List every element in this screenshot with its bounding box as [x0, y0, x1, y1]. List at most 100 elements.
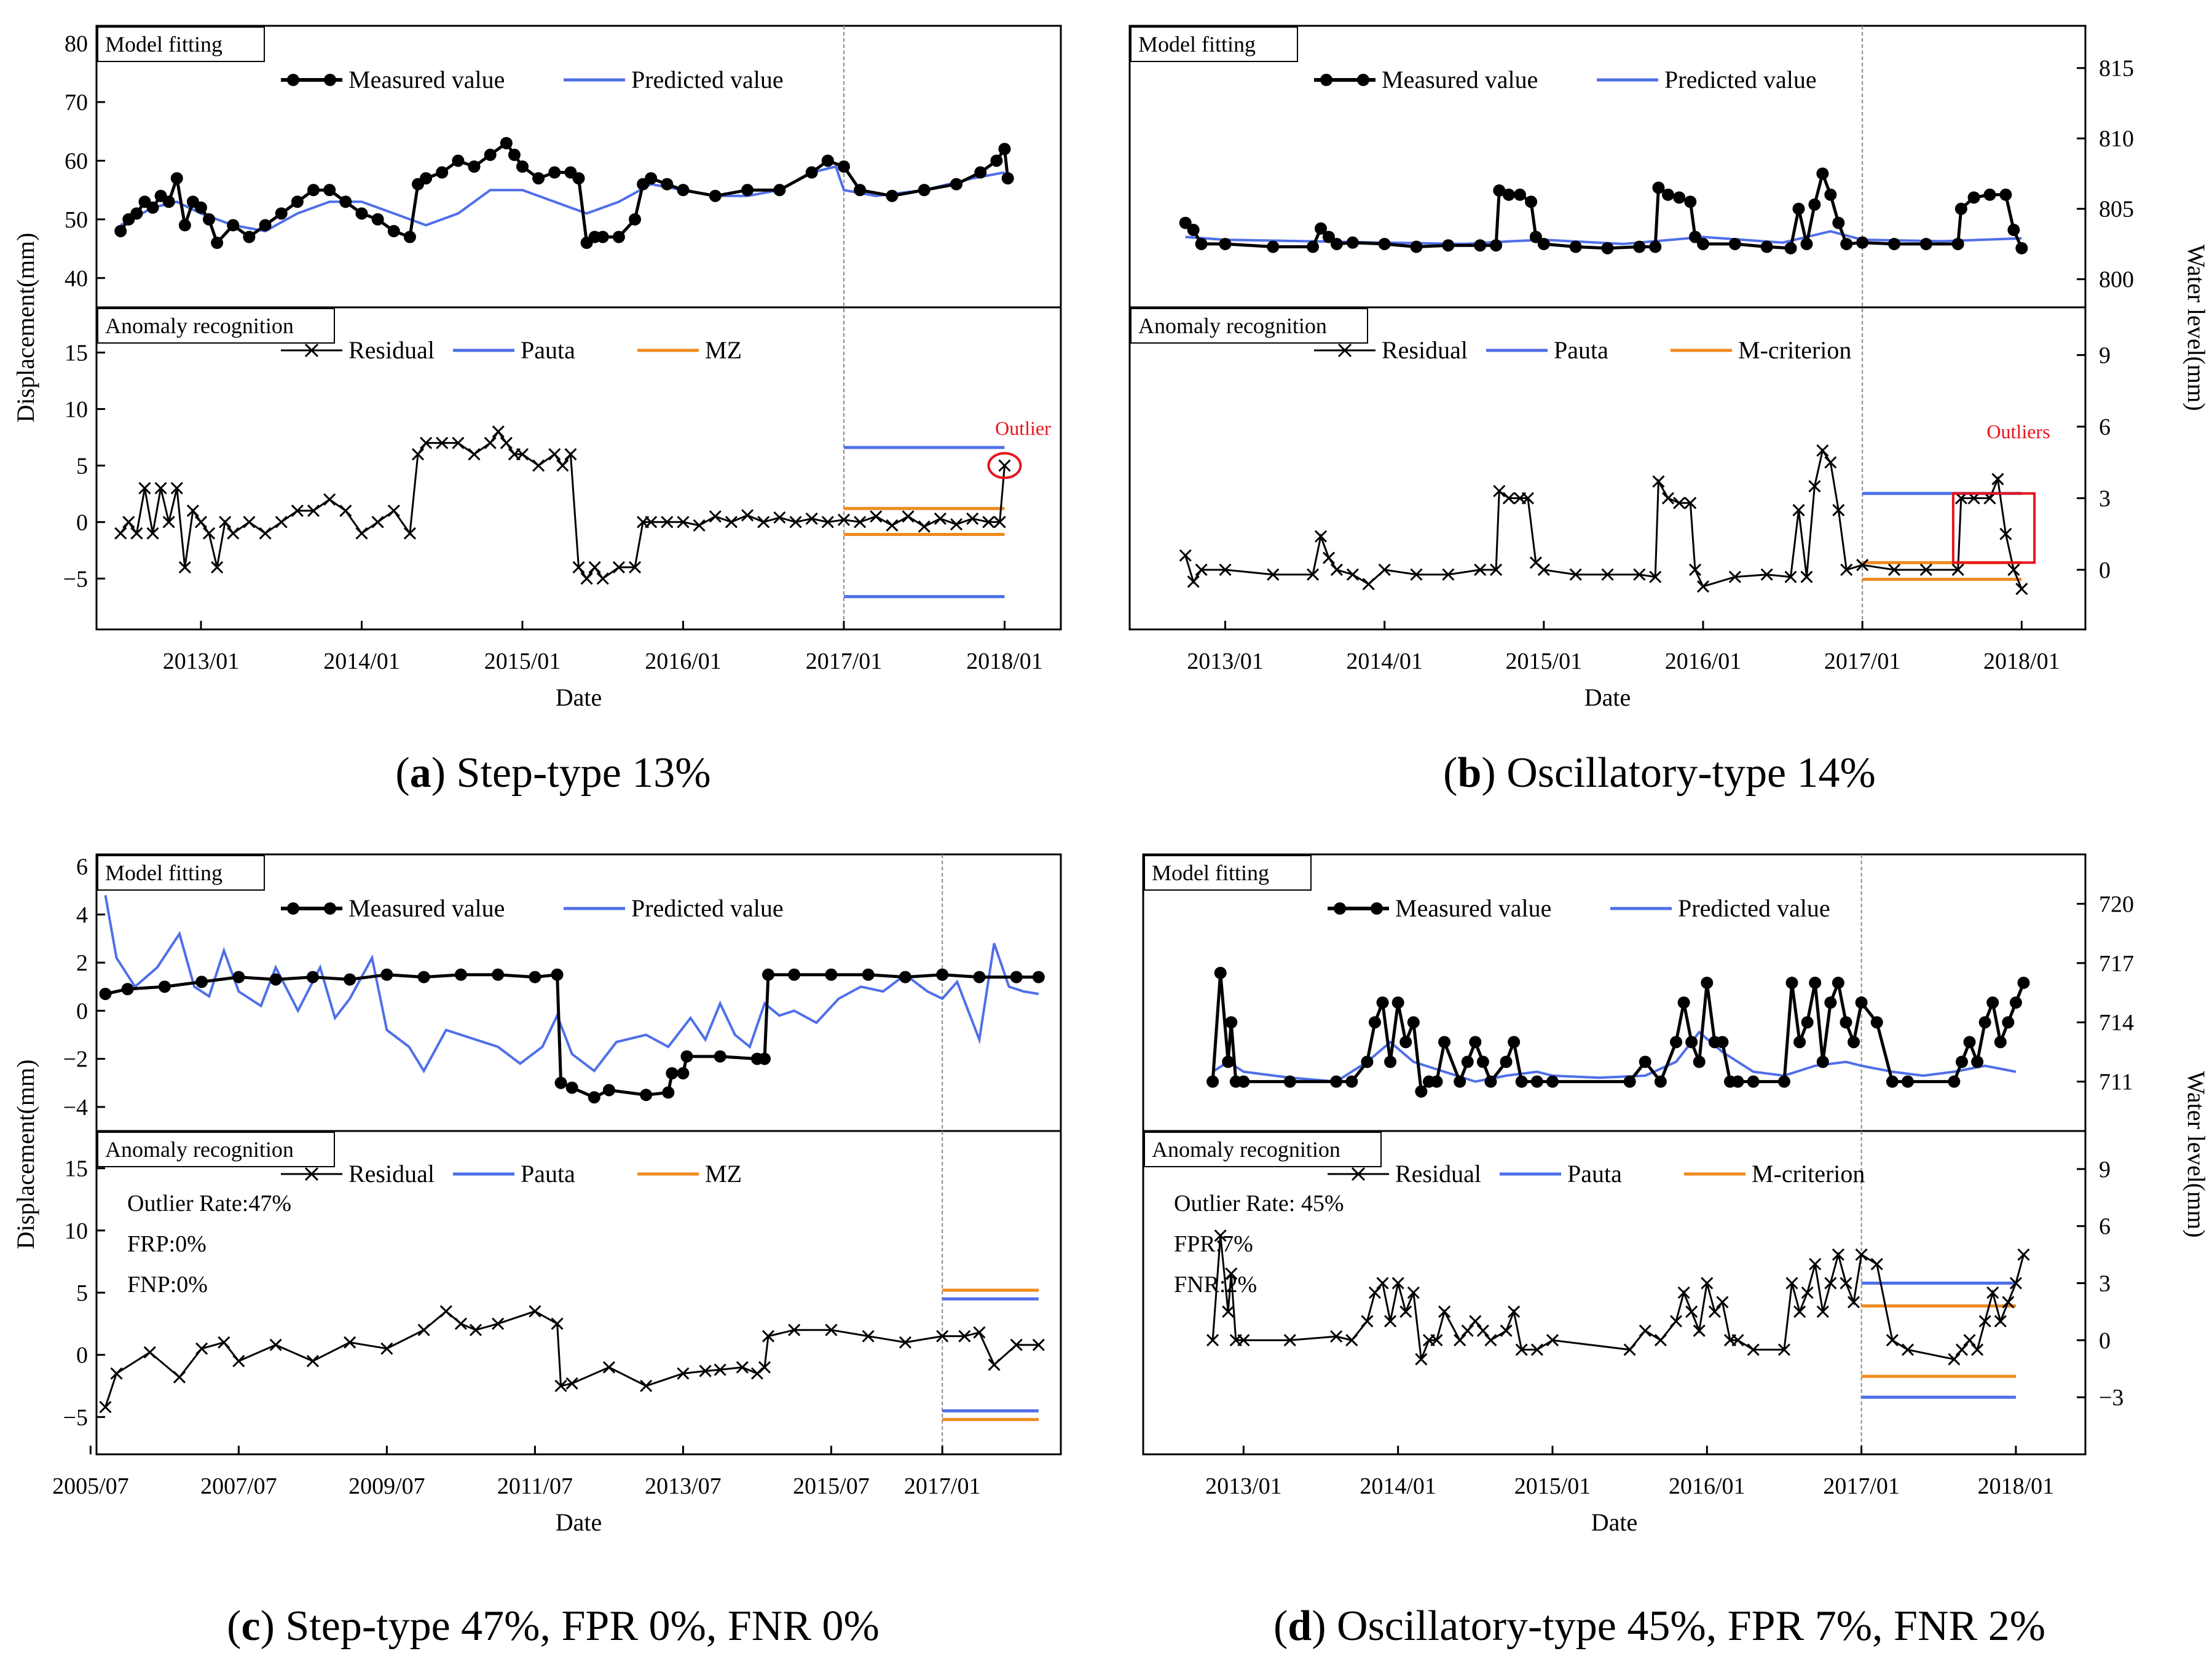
- panel-d-residual-point: [1809, 1258, 1822, 1271]
- panel-c-bottom-y-tick-label: 5: [76, 1280, 88, 1306]
- panel-b-residual-point: [1569, 568, 1582, 581]
- panel-a-residual-point: [805, 512, 818, 525]
- panel-b-residual-point: [1378, 563, 1391, 577]
- panel-b-measured-point: [1179, 216, 1192, 229]
- panel-b-top-label-box: [1130, 26, 1298, 62]
- panel-a-measured-point: [307, 184, 320, 197]
- panel-c-x-tick-label: 2007/07: [200, 1473, 277, 1499]
- panel-d-measured-point: [1777, 1075, 1790, 1088]
- panel-d-residual-point: [1840, 1277, 1852, 1290]
- panel-b-top-y-tick-label: 800: [2099, 267, 2134, 293]
- panel-c-bottom-y-tick-label: 10: [65, 1218, 88, 1244]
- panel-c-x-tick-label: 2017/01: [904, 1473, 981, 1499]
- panel-a-legend-residual-label: Residual: [348, 336, 435, 364]
- panel-a-x-tick-label: 2013/01: [163, 648, 240, 674]
- panel-a-residual-point: [162, 516, 175, 529]
- panel-c-measured-point: [1032, 971, 1045, 983]
- panel-b-measured-point: [1808, 198, 1821, 211]
- panel-d-measured-point: [1384, 1055, 1397, 1068]
- panel-b-measured-point: [1537, 237, 1550, 250]
- panel-d-residual-point: [1971, 1343, 1984, 1356]
- panel-c-measured-point: [640, 1089, 653, 1101]
- panel-d-measured-point: [1639, 1055, 1651, 1068]
- panel-a-residual-point: [588, 561, 601, 573]
- panel-b-x-tick-label: 2014/01: [1346, 648, 1423, 674]
- panel-a-residual-point: [628, 561, 642, 573]
- panel-d-measured-point: [1824, 996, 1837, 1009]
- panel-c-residual-points: [99, 1305, 1045, 1414]
- panel-a-measured-point: [990, 154, 1003, 167]
- panel-a-x-tick-label: 2014/01: [323, 648, 400, 674]
- panel-a-residual-point: [918, 520, 931, 533]
- panel-a-measured-point: [114, 224, 127, 237]
- panel-b-outlier-label: Outliers: [1986, 420, 2050, 443]
- panel-a-residual-point: [323, 493, 336, 506]
- panel-c-measured-point: [602, 1084, 615, 1097]
- panel-a-residual-point: [122, 516, 135, 529]
- panel-d-frame: [1142, 853, 2087, 1456]
- panel-a-residual-point: [130, 527, 143, 540]
- panel-b-measured-point: [1307, 240, 1320, 253]
- panel-a-residual-point: [355, 527, 368, 540]
- panel-a-residual-point: [998, 459, 1011, 472]
- panel-a-measured-point: [741, 184, 754, 197]
- panel-c-measured-point: [99, 987, 112, 1000]
- panel-a-residual-point: [154, 482, 167, 495]
- panel-d-residual-point: [1623, 1343, 1636, 1356]
- panel-a-residual-point: [411, 447, 425, 461]
- panel-a-measured-point: [211, 237, 224, 250]
- panel-d-measured-point: [1901, 1075, 1914, 1088]
- panel-b-measured-point: [1728, 237, 1741, 250]
- panel-d-measured-point: [1670, 1036, 1683, 1049]
- panel-a-residual-point: [436, 436, 449, 449]
- panel-c-x-tick-label: 2009/07: [348, 1473, 425, 1499]
- panel-b-bottom-label-box: [1130, 308, 1368, 344]
- panel-d-measured-point: [1237, 1075, 1250, 1088]
- panel-b-residual-point: [1521, 492, 1534, 505]
- panel-c-residual-point: [417, 1323, 430, 1336]
- panel-d-measured-point: [1948, 1075, 1961, 1088]
- panel-c-top-y-tick-label: 2: [76, 950, 88, 976]
- panel-b-residual-point: [1306, 568, 1320, 581]
- panel-c-residual-point: [736, 1361, 749, 1374]
- panel-c-top-y-tick-label: 6: [76, 854, 88, 880]
- panel-a-bottom-y-tick-label: 5: [76, 453, 88, 479]
- panel-b-measured-point: [1474, 239, 1487, 252]
- panel-c-residual-point: [565, 1377, 578, 1390]
- panel-c-x-tick-label: 2013/07: [645, 1473, 722, 1499]
- panel-a-measured-point: [918, 184, 931, 197]
- panel-a-residual-point: [339, 504, 352, 518]
- panel-b-residual-point: [1219, 563, 1232, 577]
- panel-d-measured-point: [1330, 1075, 1343, 1088]
- panel-a-measured-point: [403, 231, 416, 243]
- panel-d-measured-point: [1816, 1055, 1829, 1068]
- panel-a-measured-point: [629, 213, 642, 226]
- panel-b-residual-point: [1688, 563, 1702, 577]
- panel-b-y-axis-title: Water level(mm): [2182, 244, 2210, 411]
- panel-b-residual-point: [1887, 563, 1901, 577]
- panel-c-predicted-series: [104, 895, 1039, 1074]
- panel-c-measured-point: [565, 1081, 578, 1094]
- panel-d-legend-measured-marker: [1334, 902, 1346, 915]
- panel-c-measured-point: [788, 968, 801, 981]
- panel-c-residual-point: [988, 1358, 1001, 1371]
- panel-b-bottom-y-tick-label: 3: [2099, 486, 2111, 512]
- panel-d-measured-point: [1840, 1016, 1852, 1029]
- panel-d-residual-point: [1368, 1286, 1382, 1299]
- panel-c-residual-point: [344, 1336, 356, 1349]
- panel-c-measured-point: [1010, 971, 1023, 983]
- panel-c-measured-point: [492, 968, 505, 981]
- panel-c-x-axis-title: Date: [556, 1508, 602, 1536]
- panel-d-residual-point: [1785, 1277, 1798, 1290]
- panel-a-measured-point: [484, 148, 497, 161]
- panel-d-top-y-tick-label: 711: [2099, 1070, 2133, 1095]
- panel-d-stat-1: FPR:7%: [1174, 1231, 1253, 1257]
- panel-b-residual-point: [1267, 568, 1280, 581]
- panel-a-residual-point: [612, 561, 625, 573]
- panel-d-residual-point: [1793, 1305, 1806, 1318]
- panel-b-residual-point: [1314, 530, 1328, 543]
- panel-a-measured-point: [645, 172, 658, 185]
- panel-a-measured-point: [355, 207, 368, 220]
- panel-d-legend-measured-marker: [1371, 902, 1383, 915]
- panel-d-top-label-box: [1144, 855, 1312, 891]
